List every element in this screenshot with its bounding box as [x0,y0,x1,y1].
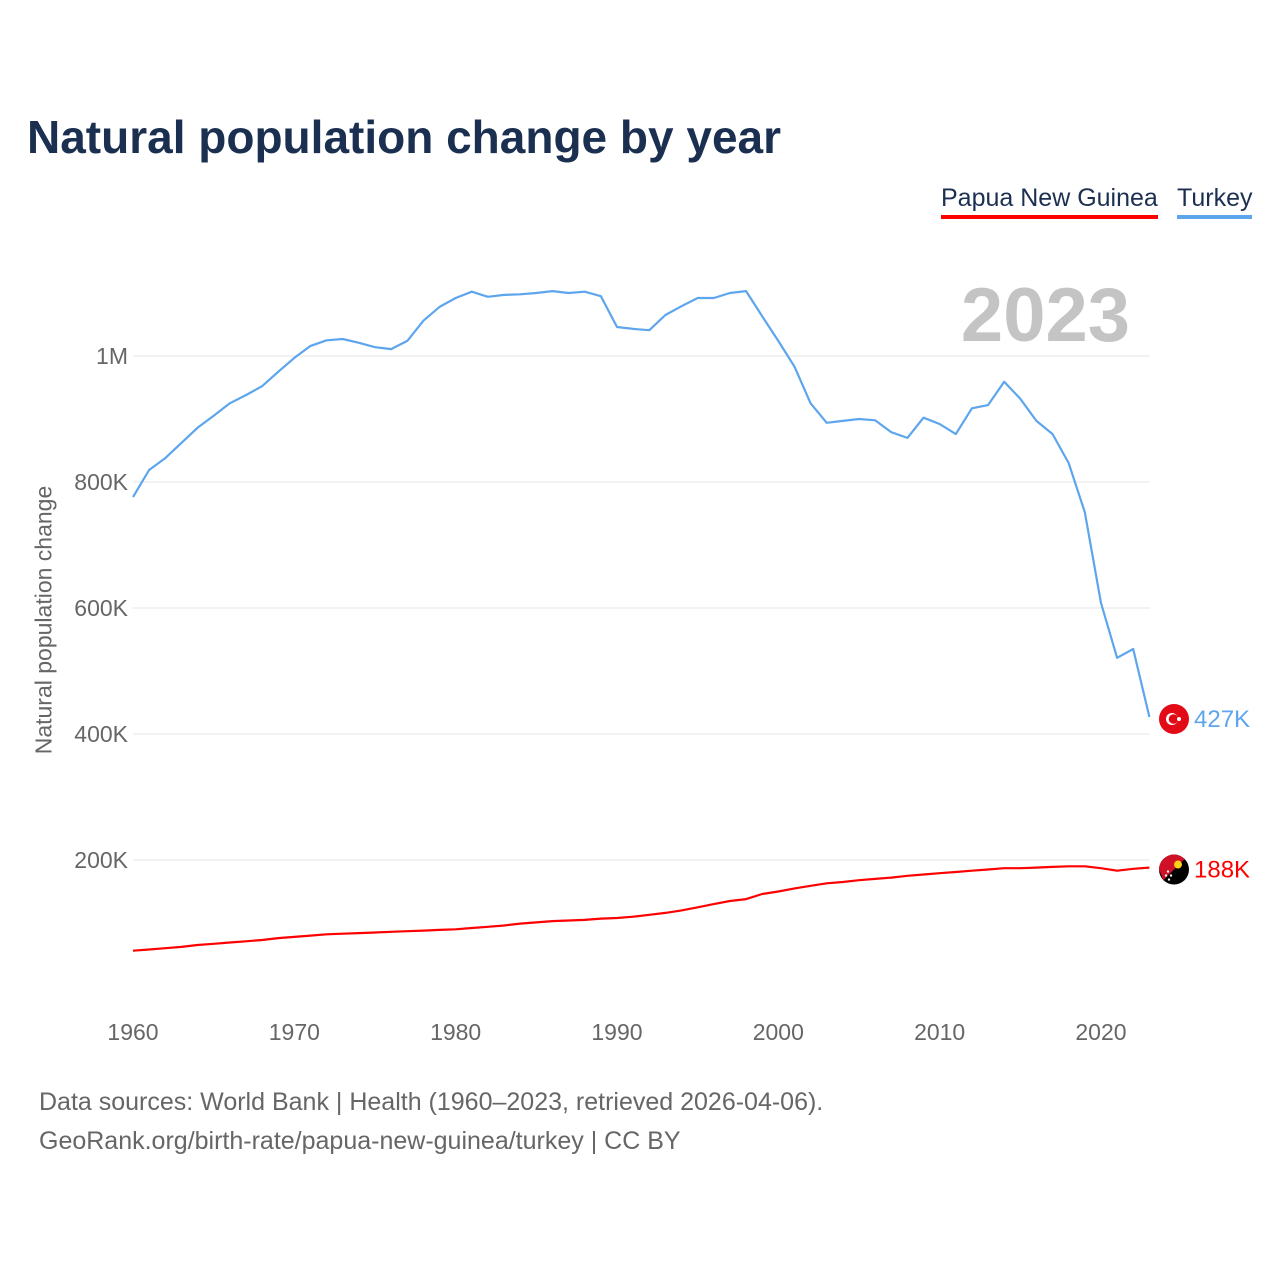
series-line-papua-new-guinea [132,865,1150,952]
y-tick-label: 1M [96,343,128,369]
legend-papua-new-guinea[interactable]: Papua New Guinea [941,184,1158,219]
x-tick-label: 2000 [753,1019,804,1045]
chart-title: Natural population change by year [27,111,782,163]
x-tick-label: 1960 [107,1019,158,1045]
flag-star [1169,874,1173,877]
x-tick-label: 2020 [1075,1019,1126,1045]
y-tick-label: 400K [74,721,128,747]
flag-star [1166,870,1170,873]
x-tick-label: 1980 [430,1019,481,1045]
y-tick-label: 200K [74,847,128,873]
x-tick-label: 2010 [914,1019,965,1045]
flag-crescent-inner [1168,714,1179,724]
flag-star [1167,878,1171,881]
source-line-2[interactable]: GeoRank.org/birth-rate/papua-new-guinea/… [39,1127,681,1155]
series-line-turkey [132,290,1151,718]
x-tick-label: 1970 [269,1019,320,1045]
year-display: 2023 [960,273,1130,358]
end-value-label: 427K [1194,706,1250,733]
flag-star [1177,716,1181,721]
end-value-label: 188K [1194,857,1250,884]
x-tick-label: 1990 [591,1019,642,1045]
legend-turkey[interactable]: Turkey [1177,184,1253,219]
y-tick-label: 600K [74,595,128,621]
y-tick-label: 800K [74,469,128,495]
source-line-1: Data sources: World Bank | Health (1960–… [39,1088,824,1116]
flag-star [1164,874,1168,877]
flag-bird [1174,860,1182,869]
